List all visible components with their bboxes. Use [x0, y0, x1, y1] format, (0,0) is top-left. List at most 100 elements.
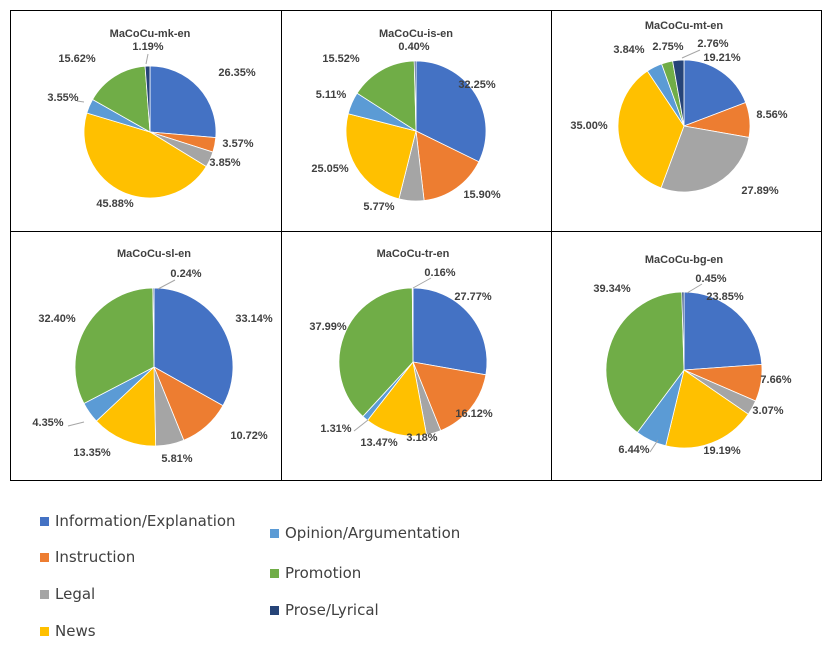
pie-slice-information-explanation — [415, 60, 487, 163]
data-label-promotion: 39.34% — [593, 283, 631, 295]
pie-slice-information-explanation — [683, 291, 763, 371]
legend-item-opinion: Opinion/Argumentation — [270, 524, 460, 542]
data-label-opinion-argumentation: 4.35% — [32, 417, 63, 429]
legend-swatch — [40, 626, 49, 636]
pie-slice-news — [83, 112, 207, 199]
leader-line — [76, 100, 85, 103]
legend-swatch — [40, 589, 49, 599]
legend-swatch — [40, 552, 49, 562]
legend: Information/Explanation Instruction Lega… — [0, 500, 832, 646]
pie-slice-information-explanation — [683, 59, 747, 127]
chart-title: MaCoCu-mt-en — [645, 20, 723, 32]
data-label-promotion: 37.99% — [309, 321, 347, 333]
data-label-legal: 27.89% — [741, 185, 779, 197]
pie-chart-grid: MaCoCu-mk-en 26.35% 3.57% 3.85% 45.88% 3.55% 1… — [10, 10, 822, 481]
data-label-prose-lyrical: 0.24% — [170, 268, 201, 280]
pie-chart-macocu-is-en: MaCoCu-is-en 32.25% 15.90% 5.77% 25.05% 5.11%… — [311, 28, 501, 213]
leader-line — [412, 277, 432, 289]
pie-slice-prose-lyrical — [672, 59, 685, 127]
leader-line — [649, 439, 659, 453]
data-label-news: 35.00% — [570, 120, 608, 132]
pie-slice-instruction — [415, 130, 480, 201]
legend-item-promotion: Promotion — [270, 564, 361, 582]
pie-slice-promotion — [356, 60, 417, 132]
leader-line — [145, 53, 149, 65]
legend-label: News — [55, 622, 96, 640]
data-label-legal: 3.18% — [406, 432, 437, 444]
data-label-instruction: 7.66% — [760, 374, 791, 386]
legend-label: Prose/Lyrical — [285, 601, 379, 619]
pie-slice-prose-lyrical — [144, 65, 151, 133]
legend-item-prose: Prose/Lyrical — [270, 601, 379, 619]
chart-title: MaCoCu-sl-en — [117, 248, 191, 260]
legend-label: Legal — [55, 585, 96, 603]
data-label-news: 45.88% — [96, 198, 134, 210]
leader-line — [681, 49, 701, 59]
data-label-prose-lyrical: 1.19% — [132, 41, 163, 53]
chart-title: MaCoCu-is-en — [379, 28, 453, 40]
data-label-promotion: 2.75% — [652, 41, 683, 53]
data-label-instruction: 10.72% — [230, 430, 268, 442]
data-label-instruction: 8.56% — [756, 109, 787, 121]
pie-slice-prose-lyrical — [681, 291, 685, 371]
pie-slice-prose-lyrical — [152, 287, 155, 368]
data-label-legal: 5.81% — [161, 453, 192, 465]
pie-slice-instruction — [412, 361, 487, 432]
panel-grid — [10, 10, 822, 481]
data-label-promotion: 32.40% — [38, 313, 76, 325]
pie-slice-news — [345, 113, 417, 200]
legend-swatch — [40, 516, 49, 526]
data-label-opinion-argumentation: 3.84% — [613, 44, 644, 56]
pie-slice-news — [366, 361, 428, 437]
leader-line — [67, 421, 85, 427]
data-label-information-explanation: 19.21% — [703, 52, 741, 64]
chart-title: MaCoCu-bg-en — [645, 254, 723, 266]
legend-label: Opinion/Argumentation — [285, 524, 461, 542]
pie-slice-information-explanation — [149, 65, 217, 139]
pie-slice-news — [617, 70, 685, 189]
leader-line — [353, 419, 369, 432]
data-label-news: 25.05% — [311, 163, 349, 175]
pie-slice-promotion — [74, 287, 155, 405]
pie-chart-macocu-sl-en: MaCoCu-sl-en 33.14% 10.72% 5.81% 13.35% 4.35%… — [32, 248, 272, 465]
pie-slice-legal — [660, 125, 750, 193]
data-label-news: 13.47% — [360, 437, 398, 449]
pie-slice-promotion — [338, 287, 414, 417]
pie-slice-news — [95, 366, 157, 447]
data-label-legal: 3.85% — [209, 157, 240, 169]
leader-line — [686, 283, 703, 294]
pie-slice-information-explanation — [412, 287, 488, 376]
chart-title: MaCoCu-mk-en — [110, 28, 191, 40]
data-label-news: 13.35% — [73, 447, 111, 459]
data-label-prose-lyrical: 0.16% — [424, 267, 455, 279]
data-label-information-explanation: 27.77% — [454, 291, 492, 303]
pie-slice-prose-lyrical — [411, 287, 414, 363]
legend-swatch — [270, 568, 279, 578]
data-label-prose-lyrical: 0.45% — [695, 273, 726, 285]
data-label-opinion-argumentation: 3.55% — [47, 92, 78, 104]
data-label-news: 19.19% — [703, 445, 741, 457]
data-label-information-explanation: 32.25% — [458, 79, 496, 91]
leader-line — [157, 279, 176, 290]
data-label-instruction: 3.57% — [222, 138, 253, 150]
data-label-legal: 3.07% — [752, 405, 783, 417]
data-label-promotion: 15.52% — [322, 53, 360, 65]
pie-slice-news — [665, 369, 749, 449]
legend-item-news: News — [40, 622, 96, 640]
data-label-legal: 5.77% — [363, 201, 394, 213]
chart-title: MaCoCu-tr-en — [377, 248, 450, 260]
data-label-promotion: 15.62% — [58, 53, 96, 65]
legend-swatch — [270, 605, 279, 615]
pie-slice-promotion — [605, 291, 685, 434]
data-label-instruction: 16.12% — [455, 408, 493, 420]
legend-label: Promotion — [285, 564, 362, 582]
legend-item-legal: Legal — [40, 585, 95, 603]
pie-chart-macocu-mt-en: MaCoCu-mt-en 19.21% 8.56% 27.89% 35.00% 3.84%… — [570, 20, 787, 197]
pie-chart-macocu-bg-en: MaCoCu-bg-en 23.85% 7.66% 3.07% 19.19% 6.44% 3… — [593, 254, 791, 457]
pie-slice-promotion — [92, 65, 151, 133]
legend-item-information: Information/Explanation — [40, 512, 236, 530]
pie-slice-information-explanation — [153, 287, 234, 407]
data-label-information-explanation: 26.35% — [218, 67, 256, 79]
legend-label: Information/Explanation — [55, 512, 236, 530]
data-label-information-explanation: 33.14% — [235, 313, 273, 325]
